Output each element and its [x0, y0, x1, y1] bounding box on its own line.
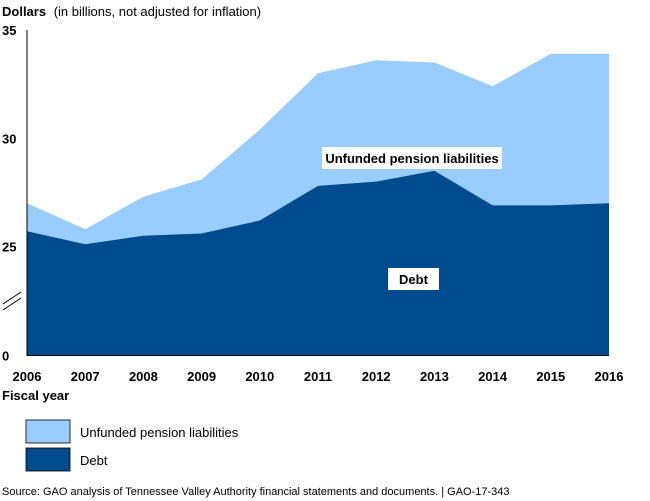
y-tick-label-35: 35 [2, 23, 16, 38]
x-tick-label-2007: 2007 [71, 369, 100, 384]
x-tick-label-2014: 2014 [478, 369, 508, 384]
y-tick-label-30: 30 [2, 131, 16, 146]
x-tick-label-2015: 2015 [536, 369, 565, 384]
x-tick-label-2009: 2009 [187, 369, 216, 384]
annotation-pension: Unfunded pension liabilities [322, 147, 502, 169]
y-axis-title: Dollars (in billions, not adjusted for i… [2, 4, 261, 19]
areas [27, 53, 609, 356]
y-tick-label-0: 0 [2, 349, 9, 364]
annotation-debt: Debt [388, 268, 439, 290]
x-tick-labels: 2006 2007 2008 2009 2010 2011 2012 2013 2014 2015… [13, 369, 624, 384]
source-note: Source: GAO analysis of Tennessee Valley… [2, 486, 510, 498]
legend-label-debt: Debt [80, 453, 108, 468]
annotation-pension-text: Unfunded pension liabilities [325, 151, 498, 166]
x-tick-label-2016: 2016 [595, 369, 624, 384]
legend: Unfunded pension liabilities Debt [25, 419, 239, 472]
legend-item-pension: Unfunded pension liabilities [25, 419, 239, 444]
y-axis-title-bold: Dollars [2, 4, 46, 19]
y-tick-label-25: 25 [2, 240, 16, 255]
x-axis-title: Fiscal year [2, 388, 69, 403]
legend-item-debt: Debt [25, 447, 108, 472]
legend-swatch-pension [25, 419, 71, 444]
x-tick-label-2010: 2010 [245, 369, 274, 384]
axis-break-mark [2, 291, 22, 311]
x-tick-label-2013: 2013 [420, 369, 449, 384]
y-axis-title-rest: (in billions, not adjusted for inflation… [54, 4, 261, 19]
legend-label-pension: Unfunded pension liabilities [80, 425, 239, 440]
annotation-debt-text: Debt [399, 272, 429, 287]
legend-swatch-debt [25, 447, 71, 472]
x-tick-label-2006: 2006 [13, 369, 42, 384]
area-debt [27, 170, 609, 356]
x-tick-label-2011: 2011 [304, 369, 332, 384]
y-tick-labels: 35 30 25 0 [2, 23, 16, 364]
x-tick-label-2012: 2012 [362, 369, 391, 384]
x-tick-label-2008: 2008 [129, 369, 158, 384]
